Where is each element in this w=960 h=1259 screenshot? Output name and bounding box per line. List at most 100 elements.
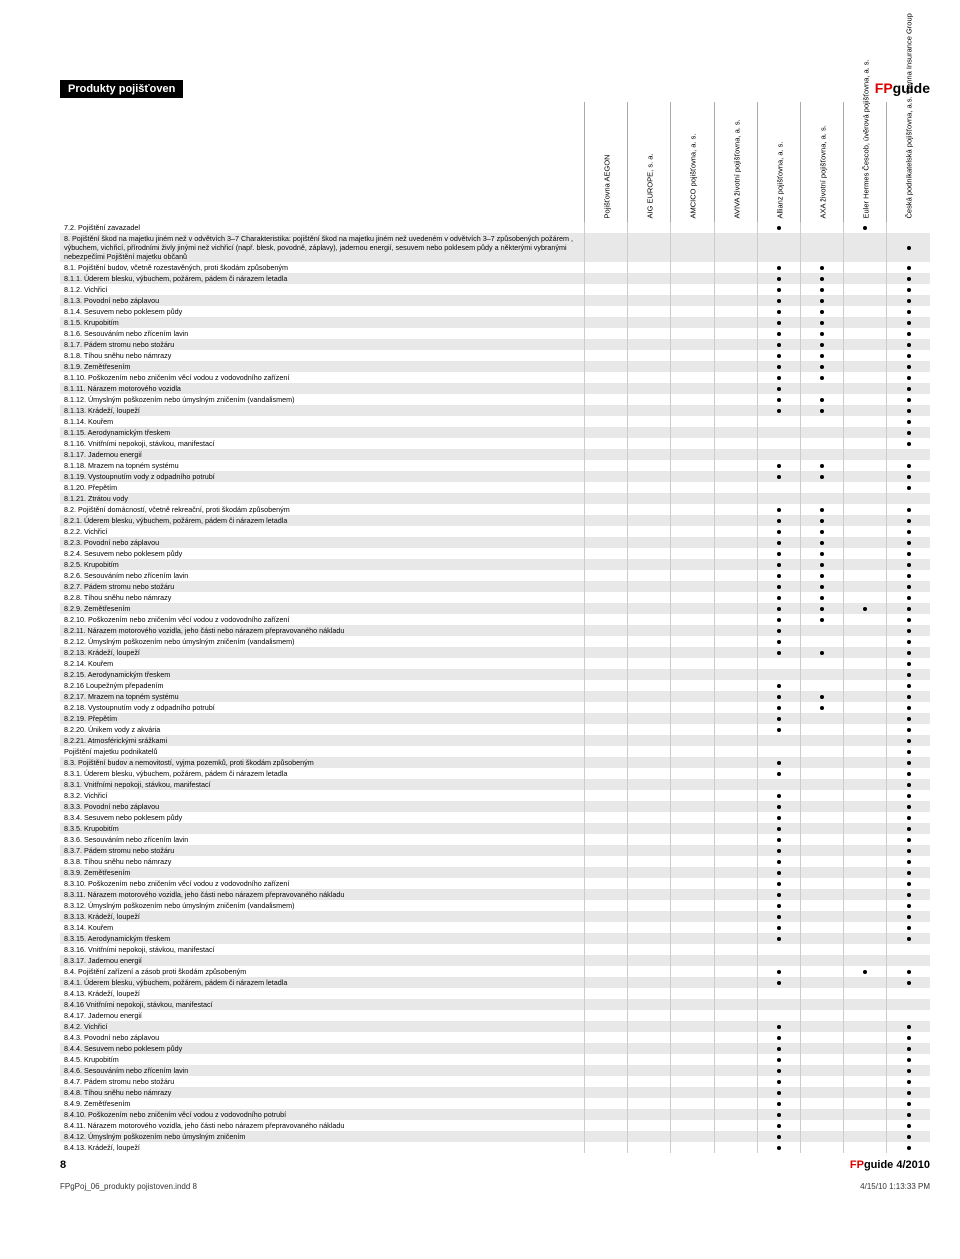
coverage-cell [628, 515, 671, 526]
coverage-cell [887, 823, 930, 834]
row-label: 8.4.1. Úderem blesku, výbuchem, požárem,… [60, 977, 584, 988]
table-row: 8.4.10. Poškozením nebo zničením věcí vo… [60, 1109, 930, 1120]
table-row: 8.3.6. Sesouváním nebo zřícením lavin [60, 834, 930, 845]
row-label: 8.1.14. Kouřem [60, 416, 584, 427]
coverage-cell [671, 834, 714, 845]
coverage-cell [887, 284, 930, 295]
coverage-cell [671, 350, 714, 361]
coverage-cell [584, 416, 627, 427]
coverage-cell [584, 625, 627, 636]
coverage-cell [800, 449, 843, 460]
coverage-cell [887, 801, 930, 812]
table-row: 8.4.12. Úmyslným poškozením nebo úmyslný… [60, 1131, 930, 1142]
coverage-cell [757, 713, 800, 724]
dot-icon [820, 706, 824, 710]
coverage-cell [714, 295, 757, 306]
row-label: 8.3.5. Krupobitím [60, 823, 584, 834]
table-row: 8.1.17. Jadernou energií [60, 449, 930, 460]
coverage-cell [887, 988, 930, 999]
coverage-cell [757, 504, 800, 515]
coverage-cell [887, 966, 930, 977]
coverage-cell [671, 570, 714, 581]
coverage-cell [887, 1131, 930, 1142]
coverage-cell [714, 757, 757, 768]
coverage-cell [628, 383, 671, 394]
coverage-cell [584, 559, 627, 570]
coverage-cell [757, 526, 800, 537]
coverage-cell [757, 471, 800, 482]
coverage-cell [844, 1076, 887, 1087]
coverage-cell [757, 790, 800, 801]
coverage-cell [844, 1043, 887, 1054]
coverage-cell [844, 1021, 887, 1032]
coverage-cell [844, 394, 887, 405]
coverage-cell [584, 526, 627, 537]
coverage-cell [714, 460, 757, 471]
dot-icon [777, 519, 781, 523]
coverage-cell [714, 768, 757, 779]
coverage-cell [887, 526, 930, 537]
dot-icon [777, 651, 781, 655]
row-label: 8.3.13. Krádeží, loupeží [60, 911, 584, 922]
coverage-cell [757, 922, 800, 933]
coverage-cell [844, 416, 887, 427]
coverage-cell [800, 262, 843, 273]
coverage-cell [887, 1010, 930, 1021]
coverage-cell [671, 339, 714, 350]
coverage-cell [584, 955, 627, 966]
coverage-cell [584, 768, 627, 779]
coverage-cell [628, 669, 671, 680]
coverage-cell [584, 1131, 627, 1142]
coverage-cell [671, 845, 714, 856]
coverage-cell [844, 581, 887, 592]
coverage-cell [844, 944, 887, 955]
coverage-cell [757, 1109, 800, 1120]
row-label: 8.2. Pojištění domácností, včetně rekrea… [60, 504, 584, 515]
dot-icon [820, 519, 824, 523]
coverage-cell [714, 988, 757, 999]
coverage-cell [584, 394, 627, 405]
coverage-cell [628, 878, 671, 889]
dot-icon [907, 354, 911, 358]
dot-icon [907, 1113, 911, 1117]
table-row: 8.2.12. Úmyslným poškozením nebo úmyslný… [60, 636, 930, 647]
dot-icon [777, 970, 781, 974]
coverage-cell [714, 350, 757, 361]
row-label: 8.2.12. Úmyslným poškozením nebo úmyslný… [60, 636, 584, 647]
coverage-cell [800, 1043, 843, 1054]
coverage-cell [757, 559, 800, 570]
coverage-cell [800, 933, 843, 944]
dot-icon [777, 552, 781, 556]
coverage-cell [628, 592, 671, 603]
dot-icon [907, 442, 911, 446]
row-label: 8.3.11. Nárazem motorového vozidla, jeho… [60, 889, 584, 900]
coverage-cell [887, 922, 930, 933]
row-label: 8. Pojištění škod na majetku jiném než v… [60, 233, 584, 262]
coverage-cell [800, 724, 843, 735]
coverage-cell [844, 537, 887, 548]
row-label: 8.2.9. Zemětřesením [60, 603, 584, 614]
coverage-cell [628, 647, 671, 658]
coverage-cell [757, 592, 800, 603]
coverage-cell [800, 416, 843, 427]
coverage-cell [757, 801, 800, 812]
coverage-cell [757, 222, 800, 233]
table-row: 8.3.1. Vnitřními nepokoji, stávkou, mani… [60, 779, 930, 790]
coverage-cell [800, 284, 843, 295]
coverage-cell [757, 867, 800, 878]
coverage-cell [844, 933, 887, 944]
dot-icon [907, 288, 911, 292]
coverage-cell [671, 372, 714, 383]
coverage-cell [671, 933, 714, 944]
coverage-cell [584, 222, 627, 233]
coverage-cell [800, 691, 843, 702]
row-label: 8.2.17. Mrazem na topném systému [60, 691, 584, 702]
coverage-cell [714, 284, 757, 295]
coverage-cell [757, 669, 800, 680]
coverage-cell [714, 669, 757, 680]
coverage-cell [671, 790, 714, 801]
coverage-cell [584, 812, 627, 823]
row-label: 8.1.10. Poškozením nebo zničením věcí vo… [60, 372, 584, 383]
coverage-cell [714, 1054, 757, 1065]
row-label: 8.1.17. Jadernou energií [60, 449, 584, 460]
